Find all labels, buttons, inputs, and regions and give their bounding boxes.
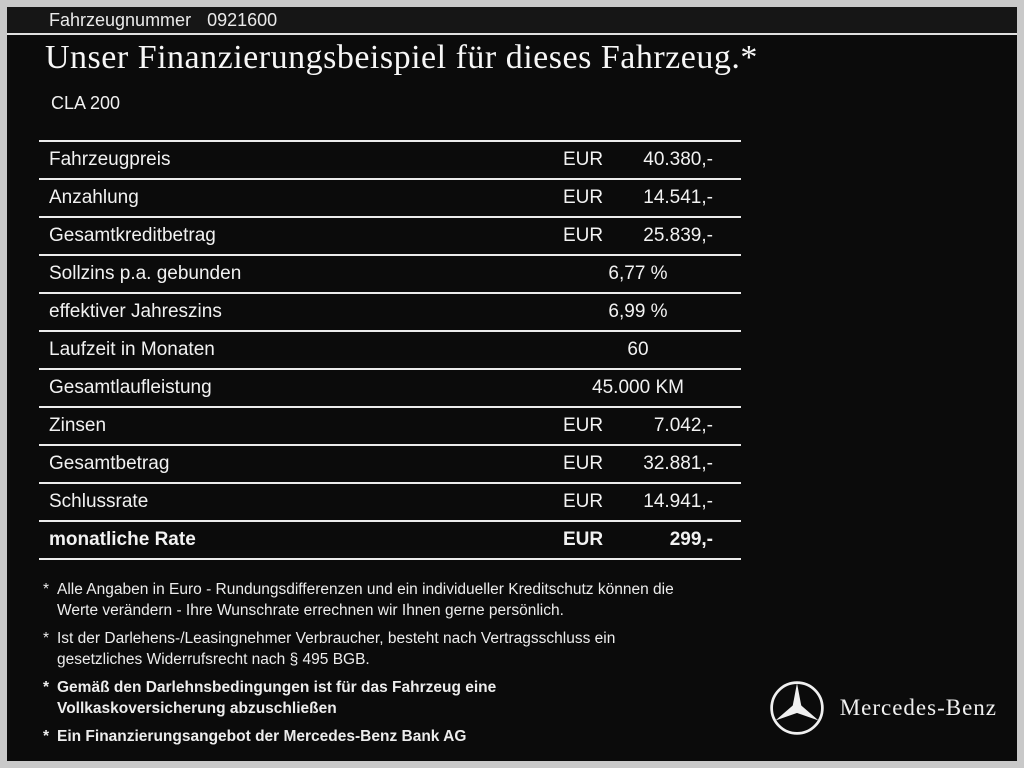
- row-value: EUR 25.839,-: [563, 225, 713, 247]
- row-label: Schlussrate: [49, 491, 149, 512]
- footnote-line: Vollkaskoversicherung abzuschließen: [57, 700, 337, 717]
- row-value: 60: [627, 339, 649, 360]
- row-value: EUR 32.881,-: [563, 453, 713, 475]
- vehicle-number-value: 0921600: [207, 9, 278, 30]
- mercedes-star-icon: [769, 681, 824, 735]
- table-row: Zinsen EUR 7.042,-: [39, 408, 741, 446]
- table-row: Laufzeit in Monaten 60: [39, 332, 741, 370]
- footnote-text: Ist der Darlehens-/Leasingnehmer Verbrau…: [57, 628, 749, 670]
- currency-label: EUR: [563, 187, 604, 208]
- table-row: Gesamtbetrag EUR 32.881,-: [39, 446, 741, 484]
- footnote-line: Werte verändern - Ihre Wunschrate errech…: [57, 602, 564, 619]
- row-value: EUR 14.541,-: [563, 187, 713, 209]
- footnote-line: Ist der Darlehens-/Leasingnehmer Verbrau…: [57, 630, 616, 647]
- financing-frame: Fahrzeugnummer 0921600 Unser Finanzierun…: [7, 7, 1017, 761]
- footnote: * Gemäß den Darlehnsbedingungen ist für d…: [43, 677, 749, 719]
- footnote-marker: *: [43, 630, 50, 647]
- row-label: Anzahlung: [49, 187, 139, 208]
- amount-value: 14.541,-: [643, 187, 713, 208]
- row-label: Laufzeit in Monaten: [49, 339, 215, 360]
- footnote-line: gesetzliches Widerrufsrecht nach § 495 B…: [57, 651, 370, 668]
- footnotes: * Alle Angaben in Euro - Rundungsdifferen…: [43, 579, 749, 754]
- footnote: * Alle Angaben in Euro - Rundungsdifferen…: [43, 579, 749, 621]
- row-value: EUR 7.042,-: [563, 415, 713, 437]
- footnote: * Ist der Darlehens-/Leasingnehmer Verbra…: [43, 628, 749, 670]
- footnote-text: Alle Angaben in Euro - Rundungsdifferenz…: [57, 579, 749, 621]
- row-value: EUR 14.941,-: [563, 491, 713, 513]
- amount-value: 299,-: [669, 529, 713, 550]
- table-row: Schlussrate EUR 14.941,-: [39, 484, 741, 522]
- row-value: 6,77 %: [608, 263, 668, 284]
- row-label: Gesamtlaufleistung: [49, 377, 212, 398]
- amount-value: 40.380,-: [643, 149, 713, 170]
- table-row: monatliche Rate EUR 299,-: [39, 522, 741, 560]
- vehicle-number-label: Fahrzeugnummer: [49, 9, 192, 30]
- row-label: effektiver Jahreszins: [49, 301, 222, 322]
- amount-value: 32.881,-: [643, 453, 713, 474]
- row-value: EUR 40.380,-: [563, 149, 713, 171]
- row-label: Gesamtbetrag: [49, 453, 170, 474]
- brand-area: Mercedes-Benz: [768, 679, 997, 737]
- brand-name: Mercedes-Benz: [839, 695, 997, 720]
- model-name: CLA 200: [51, 93, 121, 113]
- table-row: Sollzins p.a. gebunden 6,77 %: [39, 256, 741, 294]
- amount-value: 7.042,-: [653, 415, 713, 436]
- currency-label: EUR: [563, 529, 604, 550]
- row-label: Zinsen: [49, 415, 107, 436]
- footnote-text: Ein Finanzierungsangebot der Mercedes-Be…: [57, 726, 749, 747]
- footnote-text: Gemäß den Darlehnsbedingungen ist für da…: [57, 677, 749, 719]
- row-label: monatliche Rate: [49, 529, 196, 550]
- table-row: Gesamtkreditbetrag EUR 25.839,-: [39, 218, 741, 256]
- table-row: Fahrzeugpreis EUR 40.380,-: [39, 142, 741, 180]
- currency-label: EUR: [563, 491, 604, 512]
- footnote-line: Ein Finanzierungsangebot der Mercedes-Be…: [57, 728, 467, 745]
- financing-table: Fahrzeugpreis EUR 40.380,- Anzahlung EUR 14.5…: [39, 140, 741, 560]
- row-value: 6,99 %: [608, 301, 668, 322]
- footnote-marker: *: [43, 581, 50, 598]
- footnote-marker: *: [43, 679, 50, 696]
- currency-label: EUR: [563, 149, 604, 170]
- amount-value: 25.839,-: [643, 225, 713, 246]
- row-label: Sollzins p.a. gebunden: [49, 263, 242, 284]
- amount-value: 14.941,-: [643, 491, 713, 512]
- footnote-line: Gemäß den Darlehnsbedingungen ist für da…: [57, 679, 497, 696]
- currency-label: EUR: [563, 453, 604, 474]
- table-row: Gesamtlaufleistung 45.000 KM: [39, 370, 741, 408]
- currency-label: EUR: [563, 415, 604, 436]
- vehicle-number-bar: Fahrzeugnummer 0921600: [7, 7, 1017, 35]
- page-title: Unser Finanzierungsbeispiel für dieses F…: [45, 39, 758, 76]
- table-row: Anzahlung EUR 14.541,-: [39, 180, 741, 218]
- row-value: 45.000 KM: [592, 377, 684, 398]
- footnote-line: Alle Angaben in Euro - Rundungsdifferenz…: [57, 581, 674, 598]
- row-value: EUR 299,-: [563, 529, 713, 551]
- table-row: effektiver Jahreszins 6,99 %: [39, 294, 741, 332]
- row-label: Gesamtkreditbetrag: [49, 225, 216, 246]
- footnote: * Ein Finanzierungsangebot der Mercedes-B…: [43, 726, 749, 747]
- row-label: Fahrzeugpreis: [49, 149, 171, 170]
- currency-label: EUR: [563, 225, 604, 246]
- footnote-marker: *: [43, 728, 50, 745]
